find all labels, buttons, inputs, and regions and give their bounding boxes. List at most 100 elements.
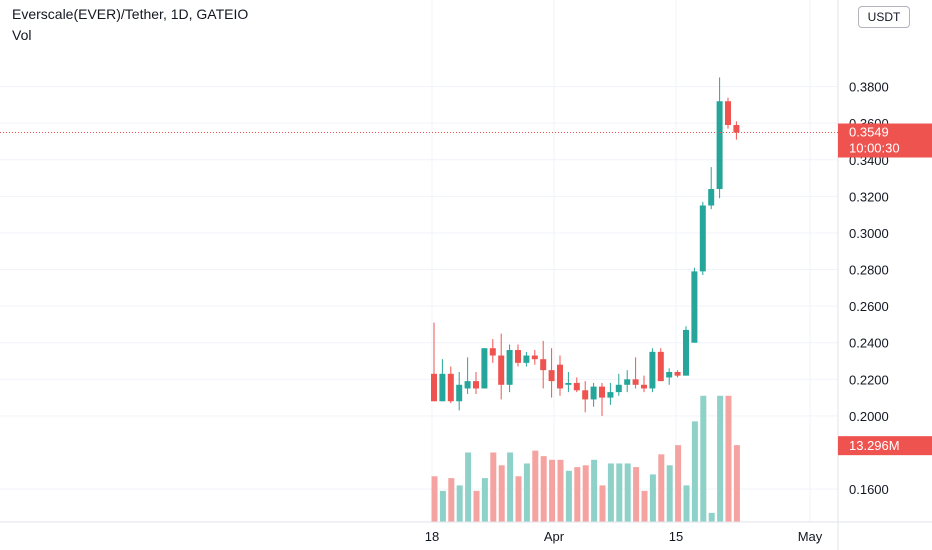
last-price-label: 0.3549 bbox=[849, 125, 889, 140]
volume-bar bbox=[473, 490, 480, 522]
candle-body bbox=[582, 390, 589, 400]
chart-title: Everscale(EVER)/Tether, 1D, GATEIO bbox=[12, 6, 249, 22]
candle-body bbox=[607, 392, 614, 398]
candle-body bbox=[699, 205, 706, 272]
price-tick-label: 0.3200 bbox=[849, 189, 889, 204]
volume-bar bbox=[490, 452, 497, 522]
volume-bar bbox=[498, 465, 505, 522]
volume-bar bbox=[465, 452, 472, 522]
candlesticks bbox=[431, 77, 740, 416]
price-tick-label: 0.2800 bbox=[849, 263, 889, 278]
candle-body bbox=[540, 359, 547, 371]
candle-body bbox=[641, 384, 647, 389]
candle-body bbox=[515, 350, 521, 363]
candle-body bbox=[489, 348, 496, 356]
grid-lines bbox=[0, 0, 838, 522]
volume-bar bbox=[691, 421, 698, 522]
candle-body bbox=[573, 382, 580, 391]
candle-body bbox=[708, 189, 715, 206]
candle-body bbox=[725, 101, 731, 126]
countdown-label: 10:00:30 bbox=[849, 141, 900, 156]
candle-body bbox=[548, 370, 555, 382]
volume-bar bbox=[624, 463, 631, 522]
candle-body bbox=[531, 355, 538, 360]
volume-bar bbox=[557, 459, 564, 522]
candle-body bbox=[557, 364, 563, 389]
volume-bar bbox=[582, 465, 589, 522]
candle-body bbox=[439, 373, 446, 402]
volume-bar bbox=[456, 485, 463, 522]
volume-bar bbox=[591, 459, 598, 522]
volume-bar bbox=[666, 465, 673, 522]
volume-bar bbox=[616, 463, 623, 522]
candle-body bbox=[481, 348, 488, 389]
price-tick-label: 0.3000 bbox=[849, 226, 889, 241]
price-tick-label: 0.2200 bbox=[849, 372, 889, 387]
volume-bar bbox=[658, 454, 665, 522]
date-tick-label: 15 bbox=[669, 529, 683, 544]
volume-bar bbox=[725, 395, 732, 522]
volume-bars bbox=[431, 395, 740, 522]
volume-bar bbox=[708, 512, 715, 522]
volume-bar bbox=[540, 456, 547, 522]
volume-bar bbox=[574, 467, 581, 522]
volume-bar bbox=[607, 463, 614, 522]
volume-bar bbox=[733, 445, 740, 522]
volume-tag bbox=[838, 436, 932, 456]
volume-bar bbox=[675, 445, 682, 522]
candle-body bbox=[473, 381, 479, 389]
candle-body bbox=[498, 355, 505, 385]
candle-body bbox=[666, 371, 673, 378]
price-tick-label: 0.2600 bbox=[849, 299, 889, 314]
date-tick-label: Apr bbox=[544, 529, 565, 544]
volume-bar bbox=[700, 395, 707, 522]
candle-body bbox=[590, 386, 597, 400]
candle-body bbox=[565, 382, 572, 385]
volume-legend-label: Vol bbox=[12, 27, 32, 43]
candle-body bbox=[523, 355, 530, 363]
candle-body bbox=[716, 101, 723, 190]
volume-bar bbox=[532, 450, 539, 522]
candle-body bbox=[733, 125, 740, 133]
candle-body bbox=[615, 384, 622, 393]
volume-bar bbox=[481, 478, 488, 522]
price-tick-label: 0.3800 bbox=[849, 80, 889, 95]
volume-value-label: 13.296M bbox=[849, 438, 900, 453]
volume-bar bbox=[439, 490, 446, 522]
price-tick-label: 0.2000 bbox=[849, 409, 889, 424]
volume-bar bbox=[431, 476, 438, 522]
volume-bar bbox=[549, 459, 556, 522]
volume-bar bbox=[448, 478, 455, 522]
price-tick-label: 0.1600 bbox=[849, 482, 889, 497]
candle-body bbox=[506, 350, 513, 385]
candle-body bbox=[691, 271, 698, 343]
candle-body bbox=[464, 381, 471, 389]
last-price-tag bbox=[838, 123, 932, 158]
candle-body bbox=[599, 386, 605, 398]
candle-body bbox=[456, 384, 463, 402]
candle-body bbox=[649, 351, 656, 389]
volume-bar bbox=[649, 474, 656, 522]
candle-body bbox=[657, 351, 664, 382]
candle-body bbox=[624, 379, 631, 385]
volume-bar bbox=[523, 463, 530, 522]
volume-bar bbox=[599, 485, 606, 522]
volume-bar bbox=[633, 467, 640, 522]
candle-body bbox=[447, 373, 454, 402]
volume-bar bbox=[641, 490, 648, 522]
volume-bar bbox=[717, 395, 724, 522]
volume-bar bbox=[507, 452, 514, 522]
candle-body bbox=[632, 379, 639, 385]
volume-bar bbox=[565, 470, 572, 522]
date-tick-label: 18 bbox=[425, 529, 439, 544]
volume-bar bbox=[515, 476, 522, 522]
currency-selector[interactable]: USDT bbox=[858, 6, 910, 28]
candle-body bbox=[674, 371, 681, 376]
candle-body bbox=[431, 373, 437, 402]
candle-body bbox=[683, 329, 689, 376]
date-tick-label: May bbox=[798, 529, 823, 544]
price-tick-label: 0.2400 bbox=[849, 336, 889, 351]
volume-bar bbox=[683, 485, 690, 522]
